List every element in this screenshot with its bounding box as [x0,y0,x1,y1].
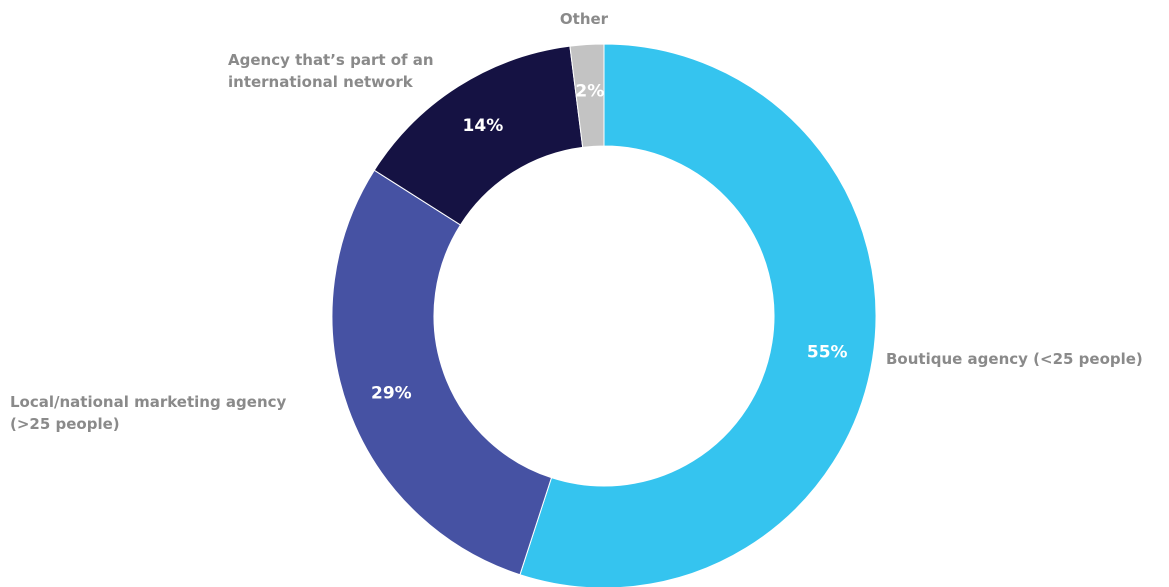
slice-value-label-0: 55% [807,342,848,362]
slice-category-label-0: Boutique agency (<25 people) [886,350,1143,368]
slice-value-label-2: 14% [463,116,504,136]
donut-slice-3 [569,43,605,148]
slice-category-label-1: Local/national marketing agency (>25 peop… [10,393,287,433]
slice-category-label-3: Other [560,10,609,28]
donut-slice-1 [331,169,553,576]
slice-category-labels: Boutique agency (<25 people) Local/nation… [10,10,1143,433]
slice-value-label-1: 29% [371,384,412,404]
slice-value-label-3: 2% [575,81,604,101]
donut-slices [331,43,877,587]
slice-value-labels: 55% 29% 14% 2% [371,81,848,403]
slice-category-label-2: Agency that’s part of an international ne… [228,51,434,91]
donut-slice-0 [519,43,877,587]
